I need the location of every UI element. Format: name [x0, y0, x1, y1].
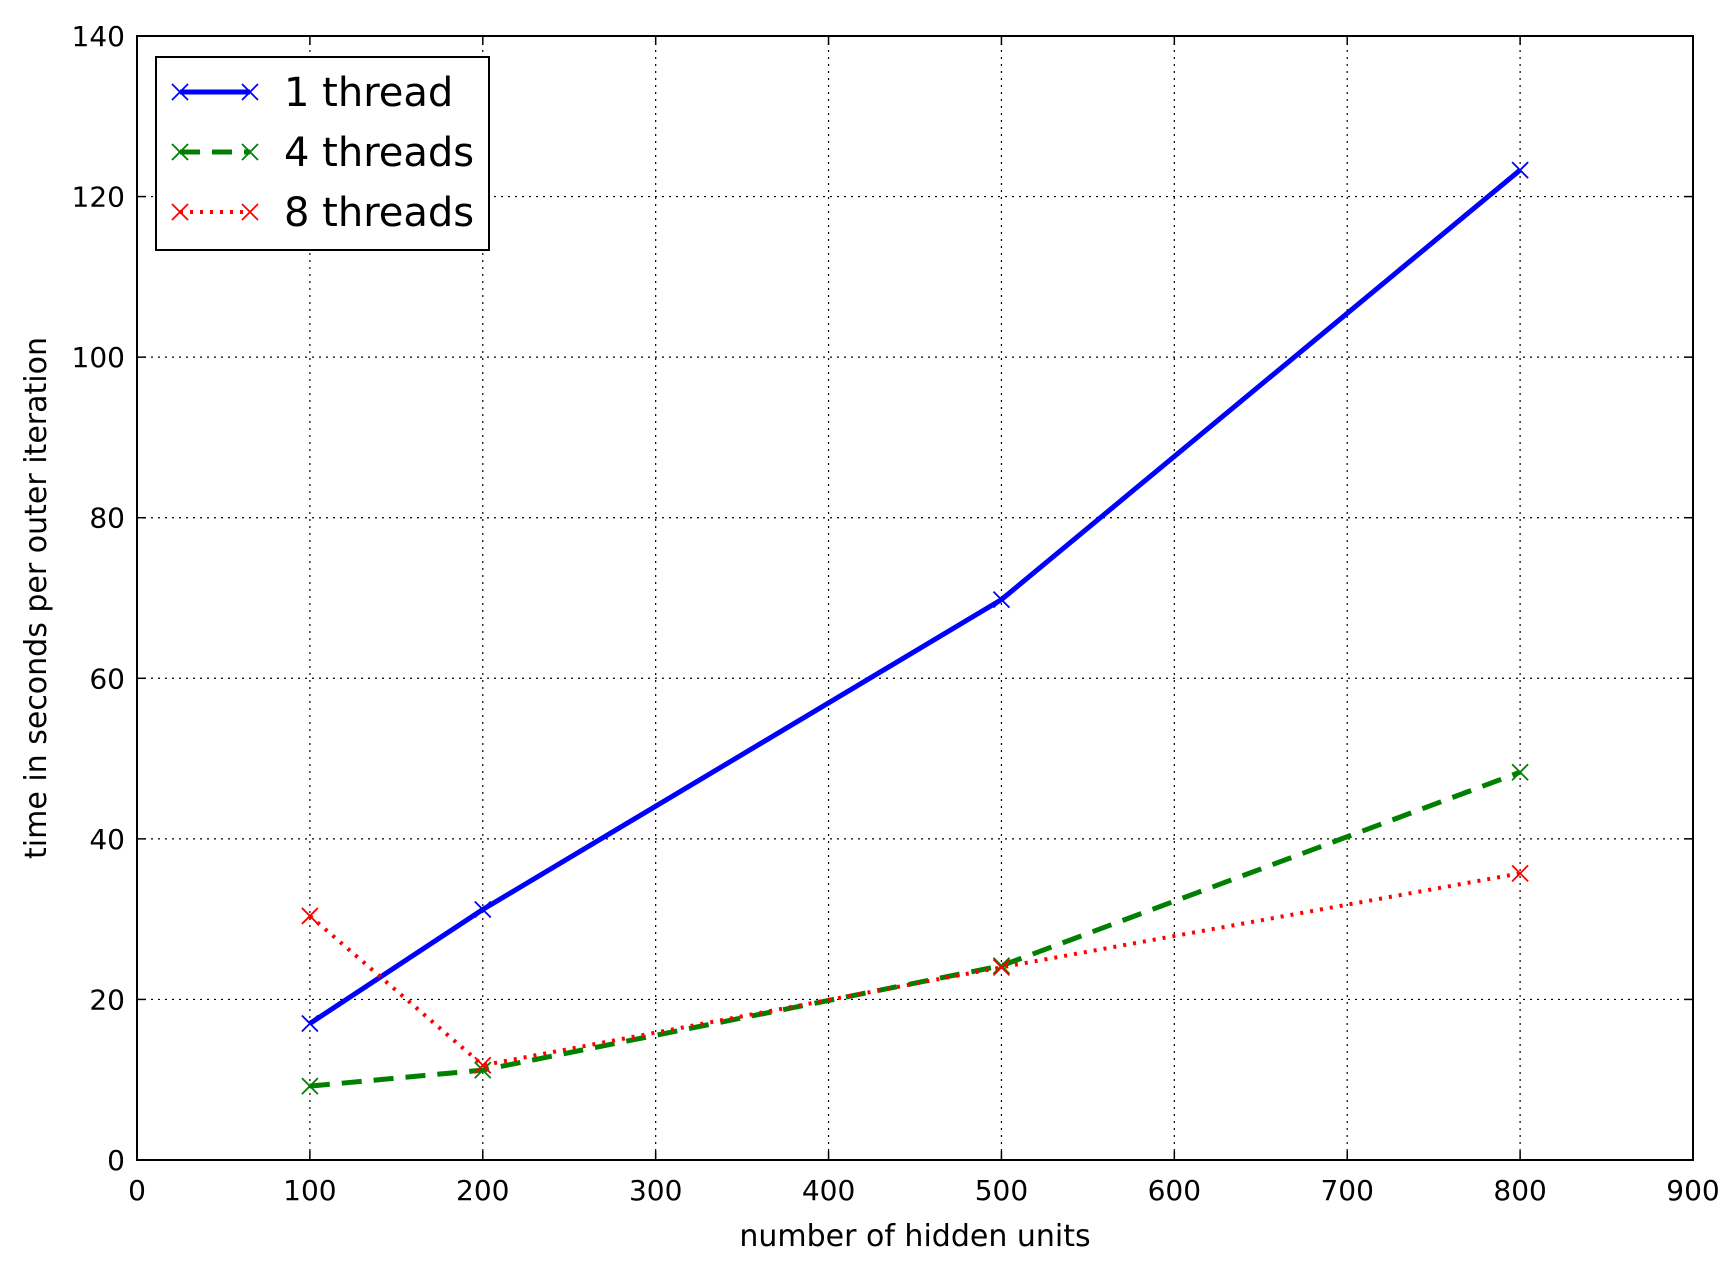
x-tick-label: 500: [975, 1174, 1028, 1207]
data-point-series-3: [992, 958, 1011, 976]
legend-label: 4 threads: [284, 130, 474, 176]
data-point-series-1: [474, 900, 492, 919]
x-tick-label: 800: [1493, 1174, 1546, 1207]
legend-marker: [241, 83, 259, 101]
legend-marker: [171, 203, 189, 221]
data-point-series-1: [992, 590, 1011, 609]
x-tick-label: 700: [1320, 1174, 1373, 1207]
y-tick-label: 120: [72, 181, 125, 214]
data-point-series-1: [1511, 161, 1529, 179]
series-layer: [301, 161, 1529, 1095]
legend-marker: [171, 83, 189, 101]
legend-entry: 4 threads: [171, 130, 474, 176]
legend-entry: 8 threads: [171, 190, 474, 236]
legend-marker: [171, 143, 189, 161]
data-point-series-1: [301, 1014, 319, 1033]
data-point-series-2: [301, 1077, 319, 1095]
y-axis-label: time in seconds per outer iteration: [19, 337, 54, 859]
y-tick-label: 60: [89, 662, 125, 695]
series-line-1: [308, 168, 1522, 1026]
data-point-series-2: [992, 957, 1011, 975]
y-tick-label: 20: [89, 983, 125, 1016]
data-point-series-3: [1511, 864, 1529, 883]
x-tick-label: 200: [456, 1174, 509, 1207]
x-tick-label: 100: [283, 1174, 336, 1207]
x-tick-label: 600: [1148, 1174, 1201, 1207]
x-tick-label: 0: [128, 1174, 146, 1207]
plot-frame: [136, 35, 1694, 1161]
y-tick-label: 140: [72, 20, 125, 53]
x-tick-label: 300: [629, 1174, 682, 1207]
y-tick-label: 80: [89, 502, 125, 535]
legend-marker: [241, 203, 259, 221]
x-axis-label: number of hidden units: [739, 1219, 1090, 1254]
legend-entry: 1 thread: [171, 70, 453, 116]
legend-box: [155, 56, 490, 251]
y-tick-label: 100: [72, 341, 125, 374]
series-line-3: [308, 871, 1521, 1068]
data-point-series-3: [474, 1056, 492, 1074]
legend-label: 8 threads: [284, 190, 474, 236]
y-tick-label: 0: [107, 1144, 125, 1177]
axis-ticks: 0 100 200 300 400 500 600 700 800 900 0 20 40 60 80 100…: [72, 20, 1720, 1207]
x-tick-label: 400: [802, 1174, 855, 1207]
legend: 1 thread 4 threads 8 threads: [155, 56, 490, 251]
y-tick-label: 40: [89, 823, 125, 856]
data-point-series-3: [301, 907, 319, 925]
legend-marker: [241, 143, 259, 161]
legend-label: 1 thread: [284, 70, 453, 116]
data-point-series-2: [474, 1061, 492, 1079]
data-point-series-2: [1511, 763, 1529, 781]
x-tick-label: 900: [1666, 1174, 1719, 1207]
series-line-2: [309, 769, 1521, 1089]
